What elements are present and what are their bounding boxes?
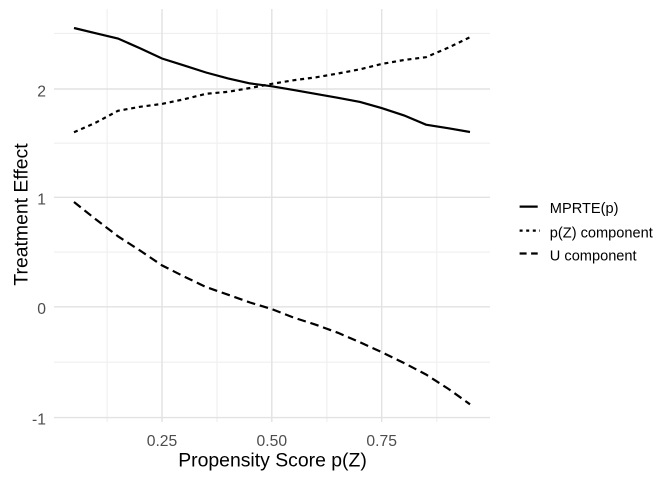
svg-text:Treatment Effect: Treatment Effect [11, 143, 33, 286]
svg-text:0.75: 0.75 [366, 433, 397, 450]
svg-text:0.25: 0.25 [147, 433, 178, 450]
svg-text:U component: U component [550, 249, 637, 265]
svg-text:MPRTE(p): MPRTE(p) [550, 201, 619, 217]
svg-text:-1: -1 [32, 412, 46, 429]
svg-text:2: 2 [37, 83, 46, 100]
svg-text:0: 0 [37, 301, 46, 318]
svg-text:Propensity Score p(Z): Propensity Score p(Z) [178, 449, 367, 471]
svg-text:1: 1 [37, 192, 46, 209]
svg-text:p(Z) component: p(Z) component [550, 225, 653, 241]
svg-text:0.50: 0.50 [257, 433, 288, 450]
